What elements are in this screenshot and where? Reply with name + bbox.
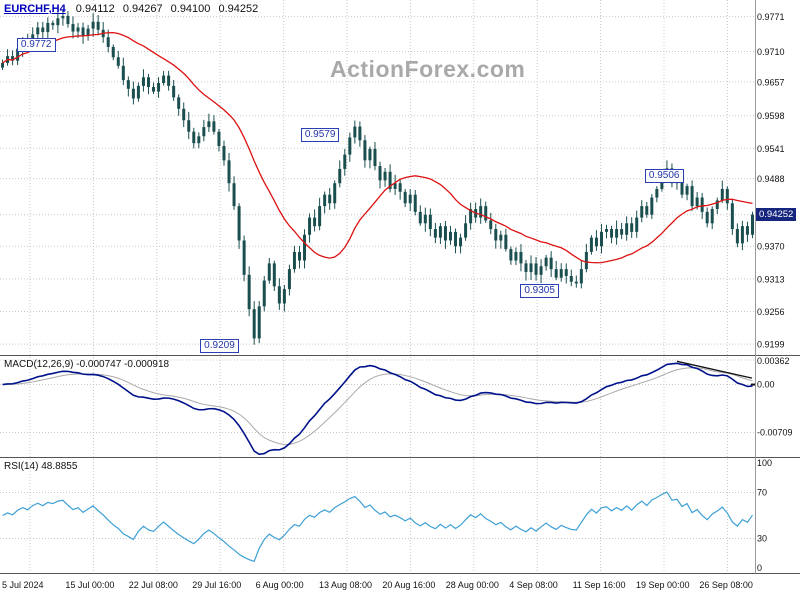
time-axis-label: 22 Jul 08:00 [129, 580, 178, 590]
rsi-axis-label: 0 [757, 563, 762, 573]
current-price-tag: 0.94252 [756, 207, 797, 221]
time-axis-label: 19 Sep 00:00 [636, 580, 690, 590]
price-axis-label: 0.9771 [757, 12, 785, 22]
rsi-axis-label: 30 [757, 534, 767, 544]
time-axis-label: 28 Aug 00:00 [446, 580, 499, 590]
swing-price-label: 0.9579 [300, 127, 340, 142]
swing-price-label: 0.9305 [520, 284, 559, 299]
swing-price-label: 0.9506 [644, 169, 684, 184]
open-value: 0.94112 [75, 3, 115, 15]
ohlc-values: 0.94112 0.94267 0.94100 0.94252 [76, 3, 263, 15]
watermark: ActionForex.com [330, 56, 526, 82]
price-axis-label: 0.9710 [757, 47, 785, 57]
chart-header: EURCHF,H4 0.94112 0.94267 0.94100 0.9425… [4, 3, 263, 15]
price-axis-label: 0.9598 [757, 111, 785, 121]
price-axis-label: 0.9256 [757, 307, 785, 317]
time-axis-label: 29 Jul 16:00 [192, 580, 241, 590]
macd-indicator-label: MACD(12,26,9) -0.000747 -0.000918 [4, 359, 170, 370]
time-axis-label: 15 Jul 00:00 [65, 580, 114, 590]
time-axis-label: 6 Aug 00:00 [256, 580, 304, 590]
price-axis-label: 0.9313 [757, 274, 785, 284]
rsi-axis-label: 70 [757, 488, 767, 498]
swing-price-label: 0.9209 [200, 339, 239, 354]
time-axis-label: 13 Aug 08:00 [319, 580, 372, 590]
macd-axis-label: 0.00362 [757, 356, 790, 366]
time-axis-label: 20 Aug 16:00 [382, 580, 435, 590]
price-axis-label: 0.9199 [757, 340, 785, 350]
time-axis-label: 26 Sep 08:00 [699, 580, 753, 590]
macd-axis-label: 0.00 [757, 380, 775, 390]
price-axis-label: 0.9370 [757, 242, 785, 252]
price-axis-label: 0.9488 [757, 174, 785, 184]
low-value: 0.94100 [170, 3, 211, 15]
time-axis-label: 5 Jul 2024 [2, 580, 44, 590]
close-value: 0.94252 [218, 3, 259, 15]
rsi-axis-label: 100 [757, 458, 772, 468]
time-axis-label: 4 Sep 08:00 [509, 580, 558, 590]
swing-price-label: 0.9772 [16, 38, 56, 53]
macd-axis-label: -0.00709 [757, 428, 793, 438]
time-axis-label: 11 Sep 16:00 [573, 580, 626, 590]
symbol-link[interactable]: EURCHF,H4 [4, 3, 66, 15]
rsi-indicator-label: RSI(14) 48.8855 [4, 461, 78, 472]
price-axis-label: 0.9657 [757, 77, 785, 87]
high-value: 0.94267 [122, 3, 163, 15]
price-axis-label: 0.9541 [757, 144, 785, 154]
